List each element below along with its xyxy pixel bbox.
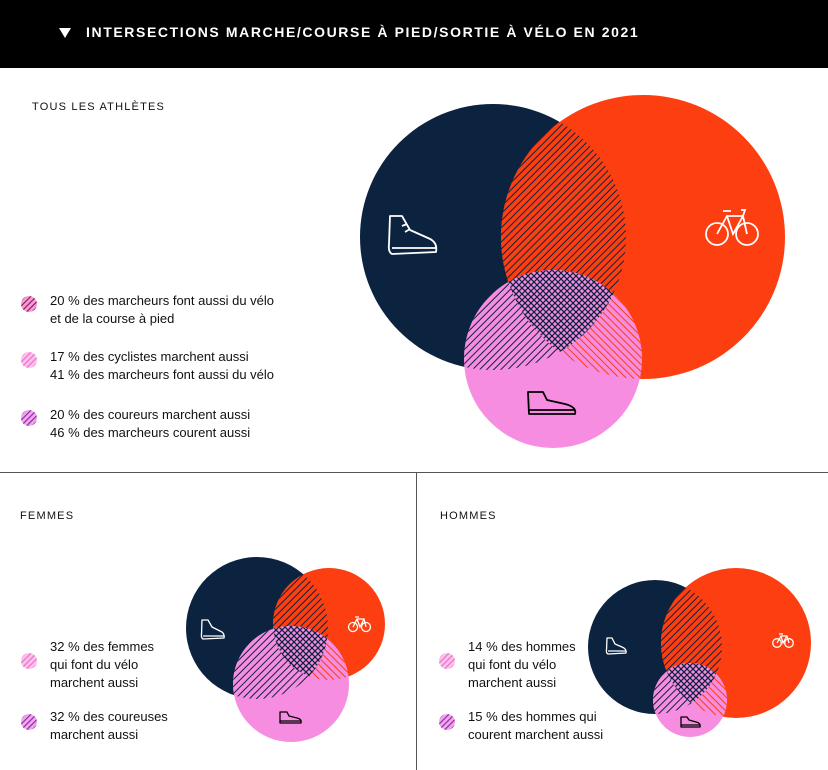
hatch-swatch-icon bbox=[439, 714, 455, 730]
shoe-icon bbox=[200, 619, 225, 640]
legend-line: 17 % des cyclistes marchent aussi bbox=[50, 349, 249, 364]
legend-item-walk-run: 20 % des coureurs marchent aussi 46 % de… bbox=[20, 406, 250, 442]
legend-line: qui font du vélo bbox=[468, 657, 557, 672]
legend-line: 32 % des femmes bbox=[50, 639, 155, 654]
legend-item-women-walk-bike: 32 % des femmes qui font du vélo marchen… bbox=[20, 638, 154, 692]
section-label-women: FEMMES bbox=[20, 510, 75, 522]
hatch-swatch-icon bbox=[21, 296, 37, 312]
section-label-men: HOMMES bbox=[440, 510, 497, 522]
overlap-all-three bbox=[273, 626, 328, 680]
legend-line: 15 % des hommes qui bbox=[468, 709, 597, 724]
overlap-all-three bbox=[661, 663, 722, 714]
hatch-swatch-icon bbox=[21, 410, 37, 426]
legend-item-men-walk-run: 15 % des hommes qui courent marchent aus… bbox=[438, 708, 603, 744]
venn-all-athletes bbox=[360, 95, 785, 448]
hatch-swatch-icon bbox=[439, 653, 455, 669]
legend-item-men-walk-bike: 14 % des hommes qui font du vélo marchen… bbox=[438, 638, 576, 692]
overlap-all-three bbox=[501, 270, 626, 370]
page-title: INTERSECTIONS MARCHE/COURSE À PIED/SORTI… bbox=[86, 24, 640, 40]
legend-item-walk-bike: 17 % des cyclistes marchent aussi 41 % d… bbox=[20, 348, 274, 384]
walking-shoe-icon bbox=[680, 716, 701, 728]
legend-item-all-three: 20 % des marcheurs font aussi du vélo et… bbox=[20, 292, 274, 328]
divider-horizontal bbox=[0, 472, 828, 473]
legend-line: 32 % des coureuses bbox=[50, 709, 168, 724]
bike-icon bbox=[772, 633, 794, 648]
hatch-swatch-icon bbox=[21, 653, 37, 669]
legend-item-women-walk-run: 32 % des coureuses marchent aussi bbox=[20, 708, 168, 744]
shoe-icon bbox=[605, 637, 627, 655]
hatch-swatch-icon bbox=[21, 352, 37, 368]
legend-line: 41 % des marcheurs font aussi du vélo bbox=[50, 367, 275, 382]
bike-icon bbox=[705, 209, 759, 246]
legend-line: marchent aussi bbox=[50, 727, 139, 742]
legend-line: courent marchent aussi bbox=[468, 727, 604, 742]
bike-icon bbox=[347, 616, 372, 633]
legend-line: 14 % des hommes bbox=[468, 639, 576, 654]
venn-men bbox=[588, 568, 811, 737]
legend-line: 20 % des marcheurs font aussi du vélo bbox=[50, 293, 275, 308]
legend-line: marchent aussi bbox=[468, 675, 557, 690]
legend-line: qui font du vélo bbox=[50, 657, 139, 672]
section-label-all: TOUS LES ATHLÈTES bbox=[32, 101, 166, 113]
collapse-triangle-icon[interactable] bbox=[58, 26, 72, 40]
venn-women bbox=[186, 557, 385, 742]
legend-line: et de la course à pied bbox=[50, 311, 175, 326]
legend-line: 20 % des coureurs marchent aussi bbox=[50, 407, 251, 422]
shoe-icon bbox=[387, 215, 438, 255]
legend-line: 46 % des marcheurs courent aussi bbox=[50, 425, 251, 440]
header-bar[interactable]: INTERSECTIONS MARCHE/COURSE À PIED/SORTI… bbox=[0, 0, 828, 68]
walking-shoe-icon bbox=[279, 711, 302, 724]
hatch-swatch-icon bbox=[21, 714, 37, 730]
walking-shoe-icon bbox=[527, 391, 577, 415]
legend-line: marchent aussi bbox=[50, 675, 139, 690]
divider-vertical bbox=[416, 473, 417, 770]
